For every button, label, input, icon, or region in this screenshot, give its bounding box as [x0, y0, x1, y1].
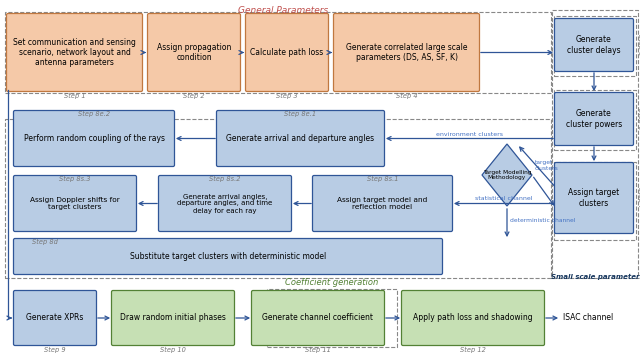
- Text: Draw random initial phases: Draw random initial phases: [120, 314, 226, 323]
- FancyBboxPatch shape: [246, 14, 328, 92]
- FancyBboxPatch shape: [6, 14, 143, 92]
- Text: Generate arrival angles,
departure angles, and time
delay for each ray: Generate arrival angles, departure angle…: [177, 194, 273, 213]
- Text: Step 8e.2: Step 8e.2: [78, 111, 110, 117]
- FancyBboxPatch shape: [554, 163, 634, 233]
- Text: Step 1: Step 1: [64, 93, 85, 99]
- Text: Step 8s.3: Step 8s.3: [60, 176, 91, 182]
- FancyBboxPatch shape: [216, 111, 385, 166]
- Text: Generate arrival and departure angles: Generate arrival and departure angles: [227, 134, 374, 143]
- Bar: [267, 289, 397, 347]
- FancyBboxPatch shape: [111, 290, 234, 345]
- Text: Apply path loss and shadowing: Apply path loss and shadowing: [413, 314, 533, 323]
- FancyBboxPatch shape: [312, 175, 452, 232]
- Bar: [5, 119, 551, 278]
- Text: Set communication and sensing
scenario, network layout and
antenna parameters: Set communication and sensing scenario, …: [13, 38, 136, 67]
- Text: Step 8s.1: Step 8s.1: [367, 176, 398, 182]
- Text: Calculate path loss: Calculate path loss: [250, 48, 324, 57]
- Bar: [552, 10, 638, 278]
- Text: Step 10: Step 10: [160, 347, 186, 353]
- Text: Step 11: Step 11: [305, 347, 331, 353]
- Bar: [554, 90, 636, 150]
- Text: environment clusters: environment clusters: [436, 131, 503, 136]
- FancyBboxPatch shape: [333, 14, 479, 92]
- Text: deterministic channel: deterministic channel: [510, 218, 575, 223]
- Polygon shape: [482, 144, 532, 206]
- Text: statistical channel: statistical channel: [475, 197, 532, 202]
- FancyBboxPatch shape: [554, 92, 634, 145]
- Text: Step 5: Step 5: [637, 34, 640, 56]
- FancyBboxPatch shape: [554, 19, 634, 72]
- Text: Assign target model and
reflection model: Assign target model and reflection model: [337, 197, 428, 210]
- Text: Coefficient generation: Coefficient generation: [285, 278, 379, 287]
- Text: General Parameters: General Parameters: [238, 6, 328, 15]
- Text: Generate XPRs: Generate XPRs: [26, 314, 84, 323]
- Text: Step 6: Step 6: [637, 108, 640, 130]
- FancyBboxPatch shape: [13, 111, 175, 166]
- Text: Perform random coupling of the rays: Perform random coupling of the rays: [24, 134, 164, 143]
- Text: Assign target
clusters: Assign target clusters: [568, 188, 620, 208]
- Text: Step 8s.2: Step 8s.2: [209, 176, 241, 182]
- Bar: [554, 162, 636, 240]
- Text: Substitute target clusters with deterministic model: Substitute target clusters with determin…: [130, 252, 326, 261]
- FancyBboxPatch shape: [13, 238, 442, 275]
- FancyBboxPatch shape: [147, 14, 241, 92]
- Text: Step 3: Step 3: [276, 93, 298, 99]
- FancyBboxPatch shape: [13, 175, 136, 232]
- Text: Step 4: Step 4: [396, 93, 417, 99]
- Text: Generate channel coefficient: Generate channel coefficient: [262, 314, 374, 323]
- Text: ISAC channel: ISAC channel: [563, 314, 613, 323]
- Bar: [554, 16, 636, 76]
- Text: Generate correlated large scale
parameters (DS, AS, SF, K): Generate correlated large scale paramete…: [346, 43, 467, 62]
- FancyBboxPatch shape: [159, 175, 291, 232]
- Text: Step 8e.1: Step 8e.1: [284, 111, 317, 117]
- FancyBboxPatch shape: [252, 290, 385, 345]
- Bar: [5, 12, 551, 93]
- FancyBboxPatch shape: [13, 290, 97, 345]
- Text: Step 9: Step 9: [44, 347, 66, 353]
- Text: Step 2: Step 2: [183, 93, 205, 99]
- Text: Step 8d: Step 8d: [32, 239, 58, 245]
- Text: Generate
cluster powers: Generate cluster powers: [566, 109, 622, 129]
- Text: Generate
cluster delays: Generate cluster delays: [567, 35, 621, 55]
- Text: Small scale parameters: Small scale parameters: [550, 274, 640, 280]
- Text: Step 7: Step 7: [637, 187, 640, 209]
- Text: Target Modelling
Methodology: Target Modelling Methodology: [483, 170, 531, 180]
- Text: Step 12: Step 12: [460, 347, 486, 353]
- Text: Assign propagation
condition: Assign propagation condition: [157, 43, 231, 62]
- FancyBboxPatch shape: [401, 290, 545, 345]
- Text: target
clusters: target clusters: [535, 160, 559, 171]
- Text: Assign Doppler shifts for
target clusters: Assign Doppler shifts for target cluster…: [30, 197, 120, 210]
